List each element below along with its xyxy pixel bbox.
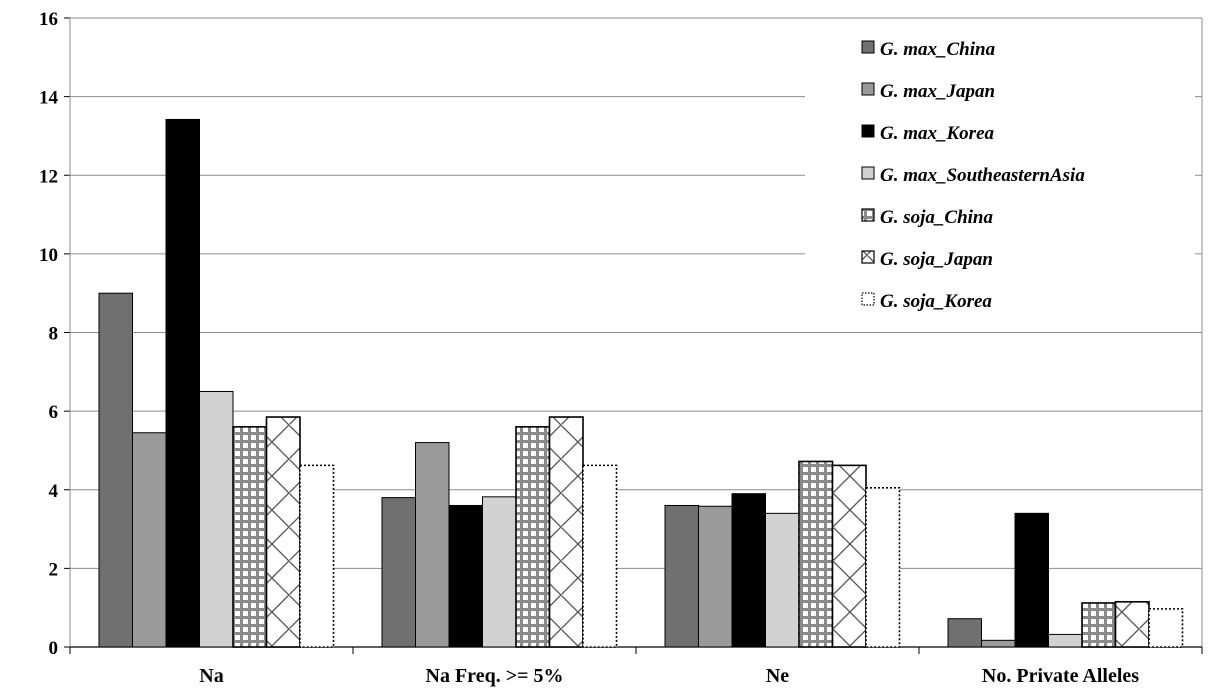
bar-g-max-korea-3 [1014,512,1049,648]
bar-g-max-southeasternasia-2 [765,512,800,648]
y-tick-label: 4 [49,481,59,502]
legend-label: G. soja_China [880,207,993,228]
legend-swatch [861,208,875,222]
bar-g-soja-japan-2 [831,464,867,648]
y-tick-label: 8 [49,324,59,345]
bar-g-soja-korea-1 [582,464,618,648]
bar-g-soja-japan-3 [1114,600,1150,648]
bar-g-soja-korea-3 [1148,608,1184,648]
y-tick-label: 2 [49,559,59,580]
bar-g-max-korea-0 [165,118,200,648]
bar-g-max-southeasternasia-0 [199,390,234,648]
axis-labels: 0 2 4 6 8 10 12 14 16 Na Na Freq. >= 5% Ne No. Priva… [39,9,1139,687]
bar-g-max-china-0 [98,292,133,648]
bar-g-soja-japan-1 [548,416,584,648]
bar-g-soja-china-3 [1081,602,1117,648]
legend-label: G. max_Korea [880,123,995,144]
bar-g-soja-china-0 [232,426,268,648]
x-category-label: Na [199,665,223,687]
bar-g-soja-japan-0 [265,416,301,648]
bar-g-max-japan-0 [132,432,167,648]
y-tick-label: 6 [49,402,59,423]
legend-swatch [861,292,875,306]
x-category-label: Ne [766,665,789,687]
bar-g-max-china-1 [381,497,416,648]
legend-label: G. soja_Japan [880,249,993,270]
bar-g-max-southeasternasia-3 [1048,633,1083,648]
x-category-label: No. Private Alleles [982,665,1139,687]
legend-swatch [861,82,875,96]
legend-swatch [861,124,875,138]
bar-g-max-japan-2 [698,505,733,648]
y-tick-label: 14 [39,88,59,109]
bar-g-max-japan-3 [981,639,1016,648]
bar-g-soja-korea-2 [865,486,901,648]
legend-swatch [861,40,875,54]
bar-g-max-korea-2 [731,493,766,648]
bar-g-soja-china-1 [515,426,551,648]
bar-g-soja-korea-0 [299,464,335,648]
y-tick-label: 10 [39,245,58,266]
bar-g-max-china-2 [664,504,699,648]
legend-label: G. max_Japan [880,81,995,102]
legend-swatch [861,250,875,264]
legend-swatch [861,166,875,180]
bar-g-max-korea-1 [448,504,483,648]
bar-g-max-southeasternasia-1 [482,496,517,648]
bar-g-soja-china-2 [798,460,834,648]
bar-g-max-japan-1 [415,442,450,648]
bar-g-max-china-3 [947,618,982,648]
legend-label: G. max_SoutheasternAsia [880,165,1085,186]
y-tick-label: 0 [49,638,59,659]
y-tick-label: 16 [39,9,58,30]
x-category-label: Na Freq. >= 5% [426,665,564,687]
legend-label: G. soja_Korea [880,291,992,312]
legend: G. max_China G. max_Japan G. max_Korea G. m… [805,20,1195,322]
bars [98,118,1184,648]
legend-label: G. max_China [880,39,996,60]
y-tick-label: 12 [39,166,58,187]
